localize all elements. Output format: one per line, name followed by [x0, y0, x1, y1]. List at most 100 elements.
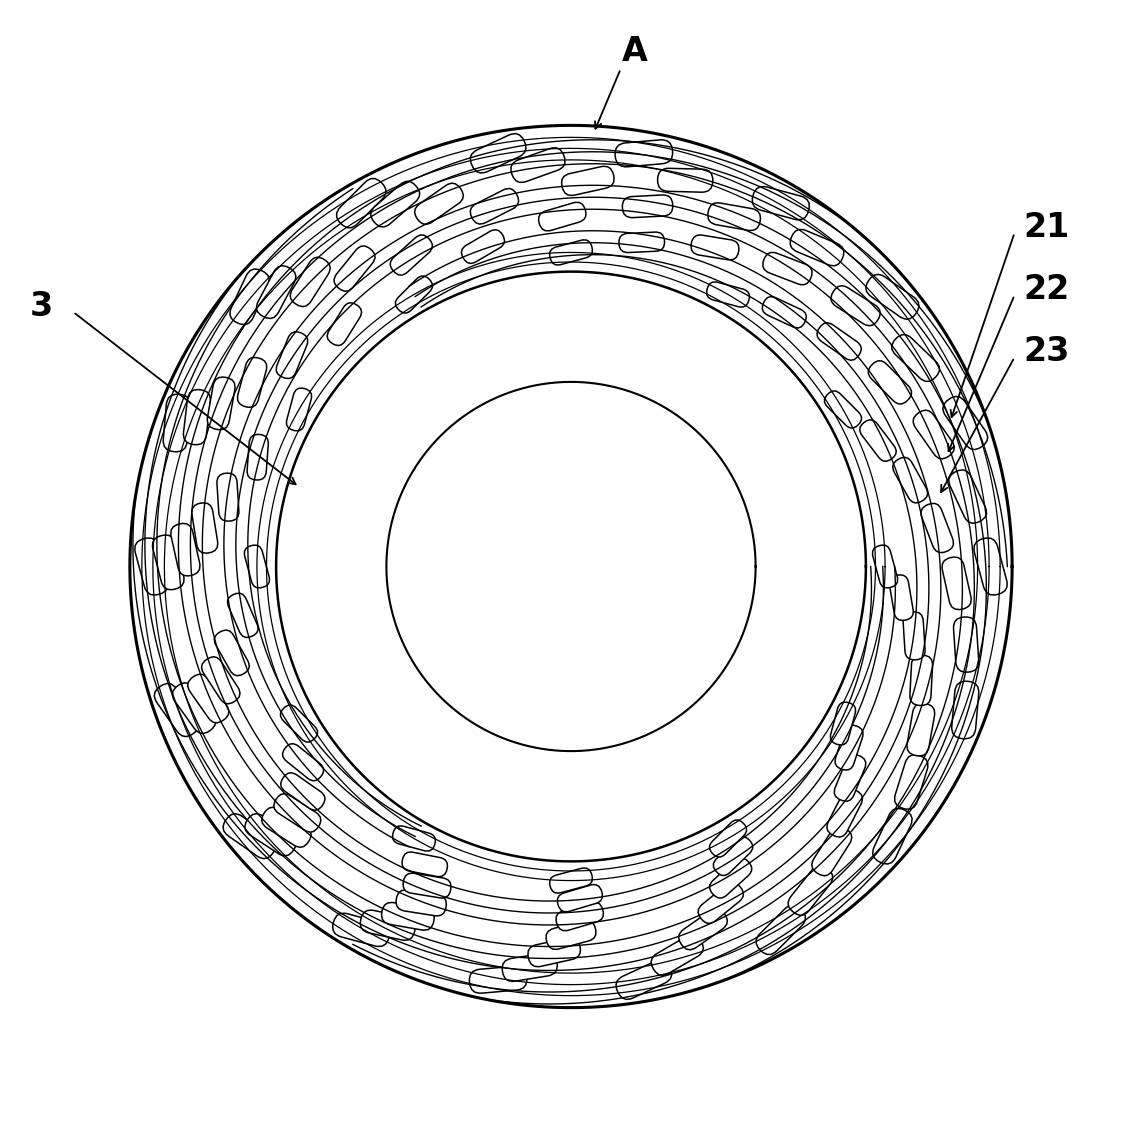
FancyBboxPatch shape: [817, 323, 861, 360]
FancyBboxPatch shape: [287, 387, 312, 431]
FancyBboxPatch shape: [894, 755, 928, 809]
FancyBboxPatch shape: [890, 574, 914, 621]
FancyBboxPatch shape: [276, 332, 308, 378]
FancyBboxPatch shape: [262, 807, 311, 847]
Text: 23: 23: [1023, 335, 1070, 368]
FancyBboxPatch shape: [549, 868, 593, 893]
FancyBboxPatch shape: [753, 187, 810, 220]
FancyBboxPatch shape: [282, 743, 323, 781]
FancyBboxPatch shape: [708, 203, 761, 230]
FancyBboxPatch shape: [163, 394, 191, 452]
FancyBboxPatch shape: [834, 755, 866, 801]
FancyBboxPatch shape: [187, 674, 228, 723]
FancyBboxPatch shape: [714, 836, 753, 876]
FancyBboxPatch shape: [651, 935, 703, 976]
FancyBboxPatch shape: [184, 390, 210, 445]
FancyBboxPatch shape: [707, 282, 749, 307]
FancyBboxPatch shape: [469, 966, 526, 994]
FancyBboxPatch shape: [549, 240, 593, 265]
FancyBboxPatch shape: [510, 147, 565, 182]
FancyBboxPatch shape: [539, 202, 586, 231]
FancyBboxPatch shape: [201, 657, 240, 704]
Text: 3: 3: [30, 290, 54, 323]
FancyBboxPatch shape: [622, 195, 673, 218]
FancyBboxPatch shape: [215, 630, 249, 675]
FancyBboxPatch shape: [461, 230, 505, 264]
FancyBboxPatch shape: [658, 169, 713, 193]
FancyBboxPatch shape: [135, 538, 168, 595]
FancyBboxPatch shape: [763, 253, 812, 284]
FancyBboxPatch shape: [691, 235, 739, 259]
FancyBboxPatch shape: [678, 909, 727, 949]
FancyBboxPatch shape: [192, 503, 218, 553]
FancyBboxPatch shape: [619, 232, 665, 253]
FancyBboxPatch shape: [830, 702, 855, 746]
FancyBboxPatch shape: [943, 397, 988, 450]
FancyBboxPatch shape: [872, 808, 912, 864]
FancyBboxPatch shape: [247, 434, 268, 480]
FancyBboxPatch shape: [951, 681, 979, 739]
Text: 22: 22: [1023, 273, 1070, 306]
FancyBboxPatch shape: [290, 257, 330, 307]
FancyBboxPatch shape: [756, 905, 805, 955]
FancyBboxPatch shape: [616, 960, 671, 999]
FancyBboxPatch shape: [471, 188, 518, 224]
FancyBboxPatch shape: [920, 503, 954, 553]
Text: 21: 21: [1023, 211, 1070, 244]
FancyBboxPatch shape: [171, 523, 200, 576]
FancyBboxPatch shape: [954, 617, 979, 672]
FancyBboxPatch shape: [709, 858, 751, 898]
FancyBboxPatch shape: [403, 874, 451, 898]
FancyBboxPatch shape: [616, 139, 673, 167]
FancyBboxPatch shape: [391, 235, 433, 275]
FancyBboxPatch shape: [562, 167, 614, 196]
FancyBboxPatch shape: [942, 557, 971, 610]
FancyBboxPatch shape: [257, 266, 296, 318]
FancyBboxPatch shape: [327, 303, 362, 346]
FancyBboxPatch shape: [698, 883, 743, 923]
FancyBboxPatch shape: [281, 773, 325, 810]
FancyBboxPatch shape: [281, 705, 317, 742]
FancyBboxPatch shape: [217, 474, 239, 521]
FancyBboxPatch shape: [827, 789, 862, 837]
FancyBboxPatch shape: [831, 286, 880, 326]
FancyBboxPatch shape: [903, 612, 925, 659]
FancyBboxPatch shape: [812, 826, 852, 876]
FancyBboxPatch shape: [396, 889, 447, 915]
FancyBboxPatch shape: [892, 334, 940, 382]
FancyBboxPatch shape: [788, 866, 833, 915]
FancyBboxPatch shape: [825, 391, 861, 428]
FancyBboxPatch shape: [238, 357, 267, 408]
FancyBboxPatch shape: [949, 470, 987, 523]
FancyBboxPatch shape: [910, 655, 933, 706]
FancyBboxPatch shape: [709, 820, 747, 858]
FancyBboxPatch shape: [502, 953, 557, 981]
FancyBboxPatch shape: [893, 458, 927, 503]
FancyBboxPatch shape: [371, 181, 420, 227]
FancyBboxPatch shape: [244, 813, 296, 855]
FancyBboxPatch shape: [914, 410, 955, 459]
FancyBboxPatch shape: [274, 793, 321, 832]
FancyBboxPatch shape: [415, 184, 464, 224]
FancyBboxPatch shape: [860, 419, 896, 461]
FancyBboxPatch shape: [395, 275, 433, 313]
FancyBboxPatch shape: [223, 813, 276, 859]
FancyBboxPatch shape: [360, 910, 416, 940]
FancyBboxPatch shape: [244, 545, 270, 588]
FancyBboxPatch shape: [337, 178, 386, 228]
FancyBboxPatch shape: [381, 903, 434, 930]
FancyBboxPatch shape: [152, 535, 184, 590]
FancyBboxPatch shape: [333, 246, 375, 291]
FancyBboxPatch shape: [393, 826, 435, 851]
Text: A: A: [622, 35, 648, 68]
FancyBboxPatch shape: [835, 725, 863, 770]
FancyBboxPatch shape: [557, 885, 603, 912]
FancyBboxPatch shape: [790, 229, 844, 266]
FancyBboxPatch shape: [556, 902, 603, 931]
FancyBboxPatch shape: [546, 920, 596, 949]
FancyBboxPatch shape: [208, 377, 235, 429]
FancyBboxPatch shape: [172, 683, 216, 733]
FancyBboxPatch shape: [866, 274, 919, 320]
FancyBboxPatch shape: [154, 683, 199, 736]
FancyBboxPatch shape: [230, 269, 270, 325]
